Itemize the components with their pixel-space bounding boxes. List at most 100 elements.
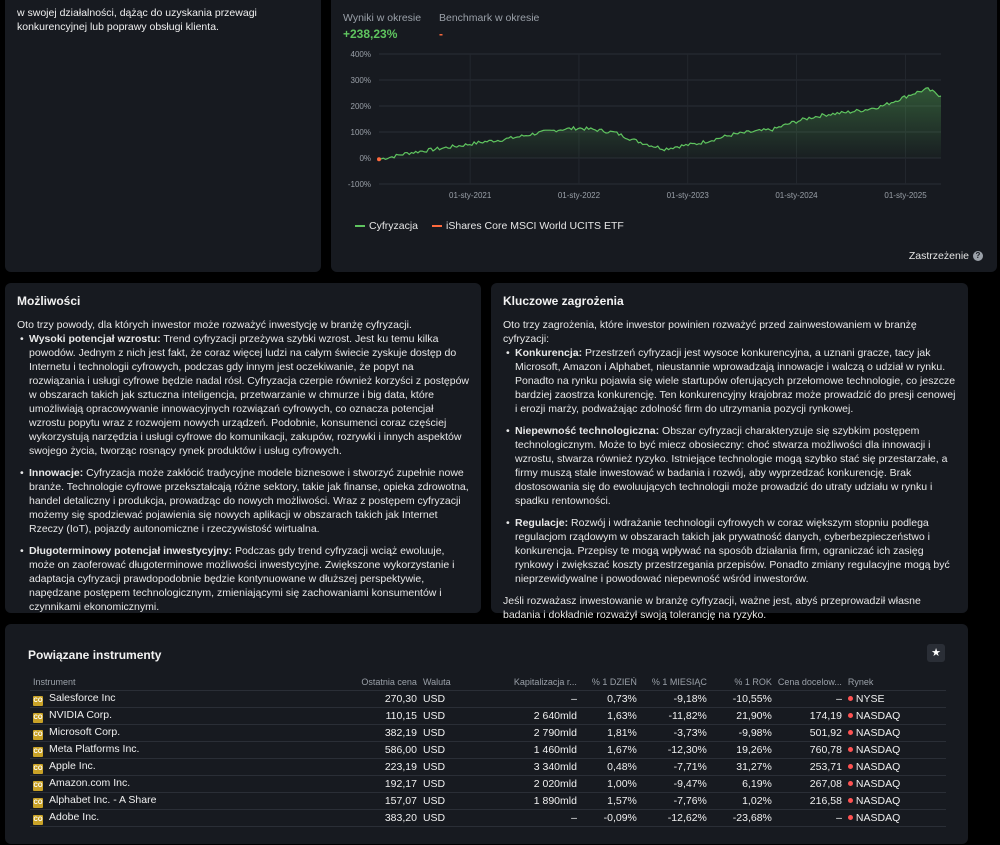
benchmark-stat: Benchmark w okresie - [439,12,539,41]
market-cap-cell: 2 640mld [459,707,580,725]
instruments-table: Instrument Ostatnia cena Waluta Kapitali… [30,674,946,827]
table-row[interactable]: CO Amazon.com Inc. 192,17 USD 2 020mld 1,00% -… [30,775,946,793]
y-tick-label: 100% [351,128,371,137]
chart-legend: Cyfryzacja iShares Core MSCI World UCITS… [355,220,624,232]
col-1month[interactable]: % 1 MIESIĄC [639,674,710,691]
instrument-cell[interactable]: CO Apple Inc. [30,758,290,776]
x-tick-label: 01-sty-2023 [667,191,710,200]
change-1day-cell: 1,63% [579,707,640,725]
instrument-cell[interactable]: CO Meta Platforms Inc. [30,741,290,759]
target-price-cell: – [774,809,845,827]
market-dot-icon [847,747,853,752]
change-1year-cell: 1,02% [709,792,775,810]
threats-outro: Jeśli rozważasz inwestowanie w branżę cy… [503,595,921,621]
instrument-cell[interactable]: CO Adobe Inc. [30,809,290,827]
col-1year[interactable]: % 1 ROK [709,674,775,691]
currency-cell: USD [419,707,460,725]
change-1day-cell: 1,67% [579,741,640,759]
target-price-cell: 216,58 [774,792,845,810]
market-name: NASDAQ [855,710,901,722]
instrument-name[interactable]: Meta Platforms Inc. [49,743,140,755]
target-price-cell: 174,19 [774,707,845,725]
market-name: NASDAQ [855,795,901,807]
results-stat: Wyniki w okresie +238,23% [343,12,421,41]
currency-cell: USD [419,792,460,810]
instrument-cell[interactable]: CO NVIDIA Corp. [30,707,290,725]
instrument-name[interactable]: Alphabet Inc. - A Share [49,794,157,806]
table-row[interactable]: CO Alphabet Inc. - A Share 157,07 USD 1 890m… [30,792,946,810]
instrument-name[interactable]: Adobe Inc. [49,811,100,823]
instrument-cell[interactable]: CO Salesforce Inc [30,690,290,708]
legend-swatch-green [355,225,365,227]
currency-cell: USD [419,724,460,742]
favorite-star-icon[interactable]: ★ [927,644,945,662]
legend-item-cyfryzacja[interactable]: Cyfryzacja [355,220,418,232]
col-instrument[interactable]: Instrument [30,674,290,691]
change-1year-cell: 19,26% [709,741,775,759]
market-cap-cell: 2 020mld [459,775,580,793]
instrument-logo-icon: CO [33,764,43,774]
currency-cell: USD [419,741,460,759]
x-tick-label: 01-sty-2025 [884,191,927,200]
item-text: Trend cyfryzacji przeżywa szybki wzrost.… [29,333,470,457]
list-item: Niepewność technologiczna: Obszar cyfryz… [503,424,958,508]
table-row[interactable]: CO Meta Platforms Inc. 586,00 USD 1 460mld 1,… [30,741,946,759]
change-1year-cell: -10,55% [709,690,775,708]
help-icon[interactable]: ? [973,251,983,261]
change-1day-cell: 1,57% [579,792,640,810]
instrument-cell[interactable]: CO Amazon.com Inc. [30,775,290,793]
target-price-cell: 501,92 [774,724,845,742]
legend-item-benchmark[interactable]: iShares Core MSCI World UCITS ETF [432,220,624,232]
change-1month-cell: -9,18% [639,690,710,708]
currency-cell: USD [419,758,460,776]
market-cell: NASDAQ [844,792,946,810]
col-1day[interactable]: % 1 DZIEŃ [579,674,640,691]
disclaimer-link[interactable]: Zastrzeżenie ? [909,250,983,262]
change-1year-cell: -23,68% [709,809,775,827]
y-tick-label: 200% [351,102,371,111]
last-price-cell: 223,19 [289,758,420,776]
instrument-name[interactable]: Microsoft Corp. [49,726,121,738]
threats-title: Kluczowe zagrożenia [503,294,624,308]
related-instruments-card: Powiązane instrumenty ★ Instrument Ostat… [5,624,968,844]
col-currency[interactable]: Waluta [419,674,460,691]
x-tick-label: 01-sty-2021 [449,191,492,200]
market-cap-cell: 2 790mld [459,724,580,742]
market-name: NASDAQ [855,744,901,756]
instrument-name[interactable]: Apple Inc. [49,760,96,772]
table-row[interactable]: CO Microsoft Corp. 382,19 USD 2 790mld 1,81% -… [30,724,946,742]
market-cell: NYSE [844,690,946,708]
table-row[interactable]: CO Adobe Inc. 383,20 USD – -0,09% -12,62% -23,6… [30,809,946,827]
table-row[interactable]: CO NVIDIA Corp. 110,15 USD 2 640mld 1,63% -11,… [30,707,946,725]
list-item: Innowacje: Cyfryzacja może zakłócić trad… [17,466,471,536]
instrument-logo-icon: CO [33,713,43,723]
instrument-cell[interactable]: CO Alphabet Inc. - A Share [30,792,290,810]
table-row[interactable]: CO Apple Inc. 223,19 USD 3 340mld 0,48% -7,71%… [30,758,946,776]
instrument-name[interactable]: NVIDIA Corp. [49,709,113,721]
last-price-cell: 192,17 [289,775,420,793]
threats-body: Oto trzy zagrożenia, które inwestor powi… [503,318,958,622]
threats-card: Kluczowe zagrożenia Oto trzy zagrożenia,… [491,283,968,621]
series-area-cyfryzacja [379,87,941,160]
item-heading: Konkurencja: [515,347,583,359]
col-target-price[interactable]: Cena docelow... [774,674,845,691]
instrument-name[interactable]: Amazon.com Inc. [49,777,131,789]
instrument-logo-icon: CO [33,781,43,791]
currency-cell: USD [419,809,460,827]
instrument-cell[interactable]: CO Microsoft Corp. [30,724,290,742]
change-1month-cell: -9,47% [639,775,710,793]
last-price-cell: 157,07 [289,792,420,810]
item-text: Obszar cyfryzacji charakteryzuje się szy… [515,425,948,507]
col-last-price[interactable]: Ostatnia cena [289,674,420,691]
instruments-title: Powiązane instrumenty [28,648,162,662]
market-dot-icon [847,696,853,701]
col-market[interactable]: Rynek [844,674,946,691]
results-label: Wyniki w okresie [343,12,422,24]
performance-chart: 400% 300% 200% 100% 0% -100% 01-sty-2021 01-sty… [348,50,942,200]
change-1month-cell: -12,62% [639,809,710,827]
table-row[interactable]: CO Salesforce Inc 270,30 USD –0,73% -9,18% -10… [30,690,946,708]
instrument-name[interactable]: Salesforce Inc [49,692,116,704]
legend-swatch-orange [432,225,443,227]
x-tick-label: 01-sty-2024 [775,191,818,200]
col-market-cap[interactable]: Kapitalizacja r... [459,674,580,691]
